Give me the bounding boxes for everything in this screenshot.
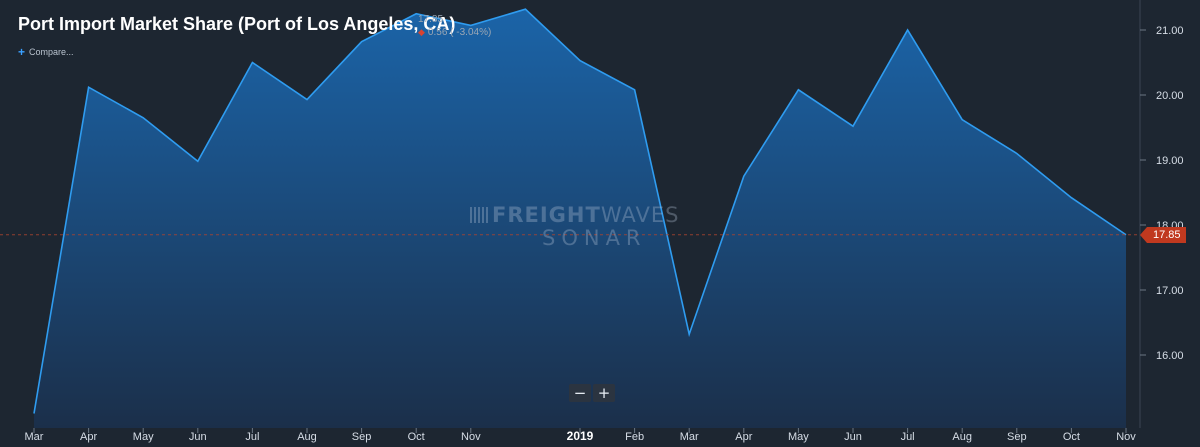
- x-tick-label: Jun: [189, 431, 207, 443]
- x-tick-label: Mar: [25, 431, 44, 443]
- y-tick-label: 20.00: [1156, 90, 1184, 102]
- zoom-in-button[interactable]: +: [593, 384, 615, 402]
- compare-label: Compare...: [29, 47, 74, 57]
- x-tick-label: Sep: [1007, 431, 1027, 443]
- y-tick-label: 16.00: [1156, 350, 1184, 362]
- x-tick-label: Oct: [1063, 431, 1080, 443]
- y-tick-label: 17.00: [1156, 285, 1184, 297]
- compare-button[interactable]: + Compare...: [18, 45, 74, 59]
- chart-title: Port Import Market Share (Port of Los An…: [18, 14, 456, 34]
- plus-icon: +: [18, 45, 26, 59]
- x-tick-label: Nov: [461, 431, 481, 443]
- x-tick-label: Aug: [297, 431, 317, 443]
- y-tick-label: 21.00: [1156, 25, 1184, 37]
- x-tick-label: Apr: [80, 431, 97, 443]
- zoom-out-button[interactable]: −: [569, 384, 591, 402]
- x-tick-label: 2019: [567, 429, 594, 443]
- x-tick-label: Nov: [1116, 431, 1136, 443]
- current-value-tag: 17.85: [1140, 226, 1186, 243]
- x-tick-label: Feb: [625, 431, 644, 443]
- change-value: 0.56 ( -3.04%): [427, 27, 492, 38]
- x-tick-label: Apr: [735, 431, 752, 443]
- x-tick-label: Mar: [680, 431, 699, 443]
- last-value: 17.85: [418, 14, 444, 25]
- area-fill: [34, 9, 1126, 428]
- x-tick-label: May: [133, 431, 154, 443]
- x-tick-label: Jun: [844, 431, 862, 443]
- x-tick-label: Oct: [408, 431, 425, 443]
- x-tick-label: Jul: [245, 431, 259, 443]
- x-tick-label: May: [788, 431, 809, 443]
- change-indicator: ◆ 0.56 ( -3.04%): [418, 27, 491, 38]
- y-tick-label: 19.00: [1156, 155, 1184, 167]
- x-tick-label: Sep: [352, 431, 372, 443]
- down-arrow-icon: ◆: [418, 27, 425, 37]
- x-tick-label: Aug: [952, 431, 972, 443]
- x-tick-label: Jul: [901, 431, 915, 443]
- zoom-controls: − +: [569, 384, 615, 402]
